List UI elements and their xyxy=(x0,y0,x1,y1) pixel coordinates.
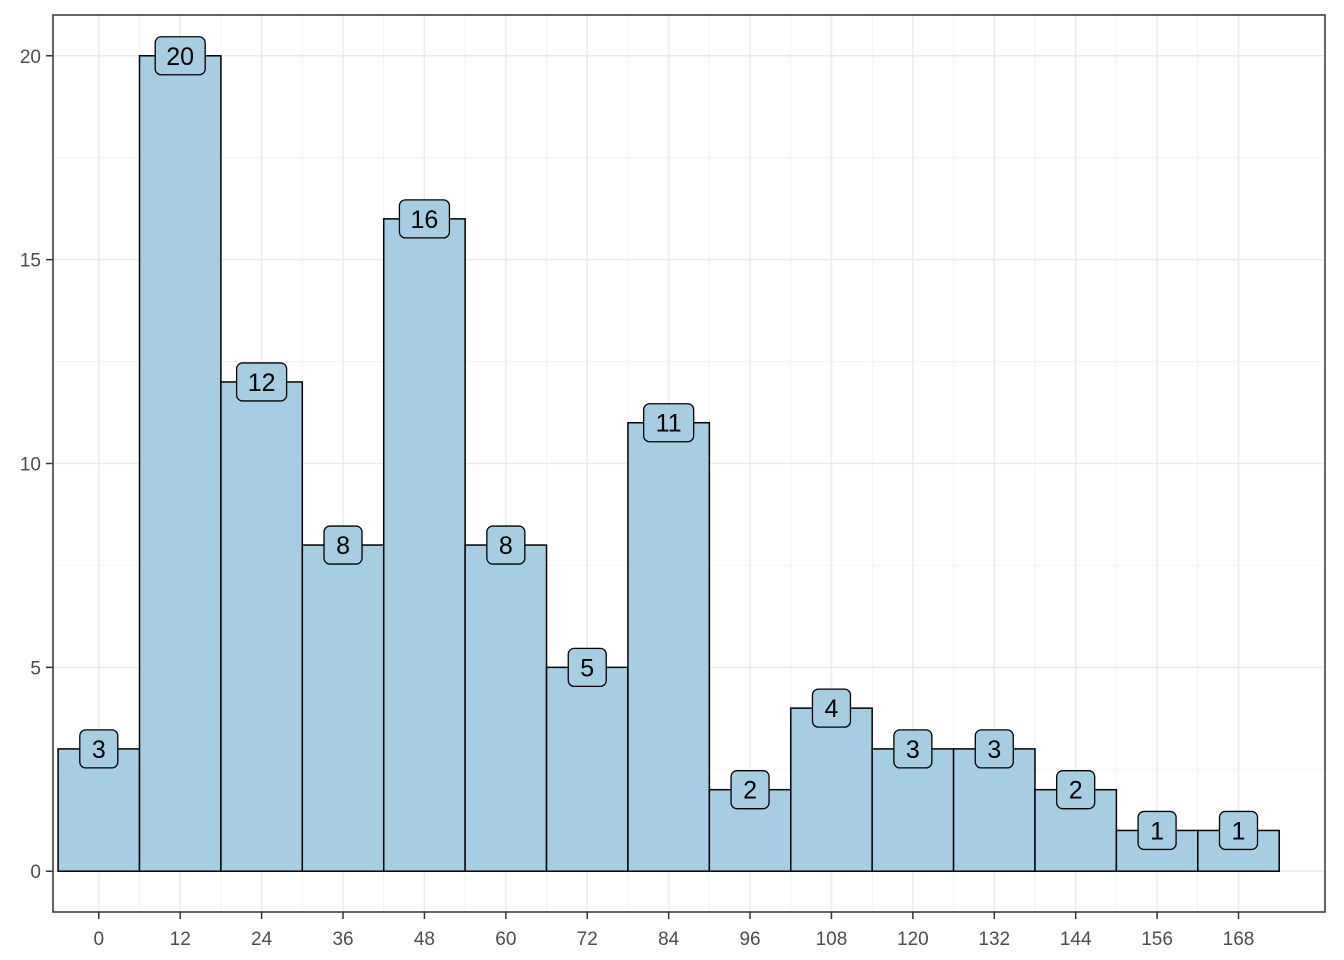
histogram-bar xyxy=(545,666,629,872)
x-tick-label: 12 xyxy=(170,929,191,950)
histogram-bar xyxy=(871,748,955,872)
bars xyxy=(57,55,1280,872)
histogram-bar xyxy=(627,421,711,872)
x-tick-label: 96 xyxy=(739,929,760,950)
histogram-bar xyxy=(790,707,873,872)
data-label-box xyxy=(398,199,451,239)
data-label: 8 xyxy=(336,532,350,560)
y-tick-label: 5 xyxy=(30,658,41,679)
data-label-box xyxy=(1218,810,1259,851)
data-label-box xyxy=(486,525,526,565)
x-tick-label: 168 xyxy=(1223,929,1255,950)
x-tick-label: 84 xyxy=(658,929,680,950)
histogram-bar xyxy=(301,544,385,872)
data-label: 16 xyxy=(411,206,439,234)
x-tick-label: 36 xyxy=(332,929,353,950)
data-label-box xyxy=(235,362,288,402)
y-tick-label: 20 xyxy=(20,47,41,68)
x-tick-label: 48 xyxy=(414,929,435,950)
x-tick-label: 24 xyxy=(251,929,273,950)
histogram-bar xyxy=(220,381,304,872)
data-label: 3 xyxy=(987,736,1001,764)
histogram-bar xyxy=(382,218,466,872)
data-label: 12 xyxy=(248,369,276,397)
data-label-box xyxy=(1056,770,1096,810)
x-tick-label: 156 xyxy=(1141,929,1173,950)
axis-ticks: 0 12 24 36 48 60 72 84 96 108 120 132 144 156 16805101… xyxy=(20,47,1254,950)
data-label-box xyxy=(1137,810,1177,851)
histogram-bar xyxy=(464,544,548,872)
data-label-box xyxy=(79,729,119,769)
data-label: 3 xyxy=(906,736,920,764)
histogram-bar xyxy=(138,55,222,872)
data-label-box xyxy=(893,729,933,769)
data-label-box xyxy=(974,729,1014,769)
y-tick-label: 10 xyxy=(20,455,41,476)
y-tick-label: 0 xyxy=(30,862,41,883)
data-label: 1 xyxy=(1232,817,1246,845)
data-label-box xyxy=(323,525,363,565)
data-label: 1 xyxy=(1150,817,1164,845)
data-label-box xyxy=(154,36,206,76)
x-tick-label: 120 xyxy=(897,929,929,950)
x-tick-label: 72 xyxy=(577,929,598,950)
x-tick-label: 108 xyxy=(816,929,848,950)
x-tick-label: 0 xyxy=(94,929,105,950)
data-label-box xyxy=(811,688,852,728)
data-label: 3 xyxy=(92,736,106,764)
data-label: 20 xyxy=(166,43,194,71)
data-label: 5 xyxy=(580,654,594,682)
histogram-bar xyxy=(952,748,1036,872)
x-tick-label: 60 xyxy=(495,929,516,950)
data-label: 8 xyxy=(499,532,513,560)
data-label: 2 xyxy=(1069,777,1083,805)
y-tick-label: 15 xyxy=(20,251,41,272)
x-tick-label: 132 xyxy=(978,929,1010,950)
data-label: 2 xyxy=(743,777,757,805)
data-label-box xyxy=(567,647,607,688)
data-label: 4 xyxy=(825,695,839,723)
data-label: 11 xyxy=(656,410,682,438)
data-label-box xyxy=(730,770,770,810)
data-label-box xyxy=(642,403,695,443)
x-tick-label: 144 xyxy=(1060,929,1092,950)
